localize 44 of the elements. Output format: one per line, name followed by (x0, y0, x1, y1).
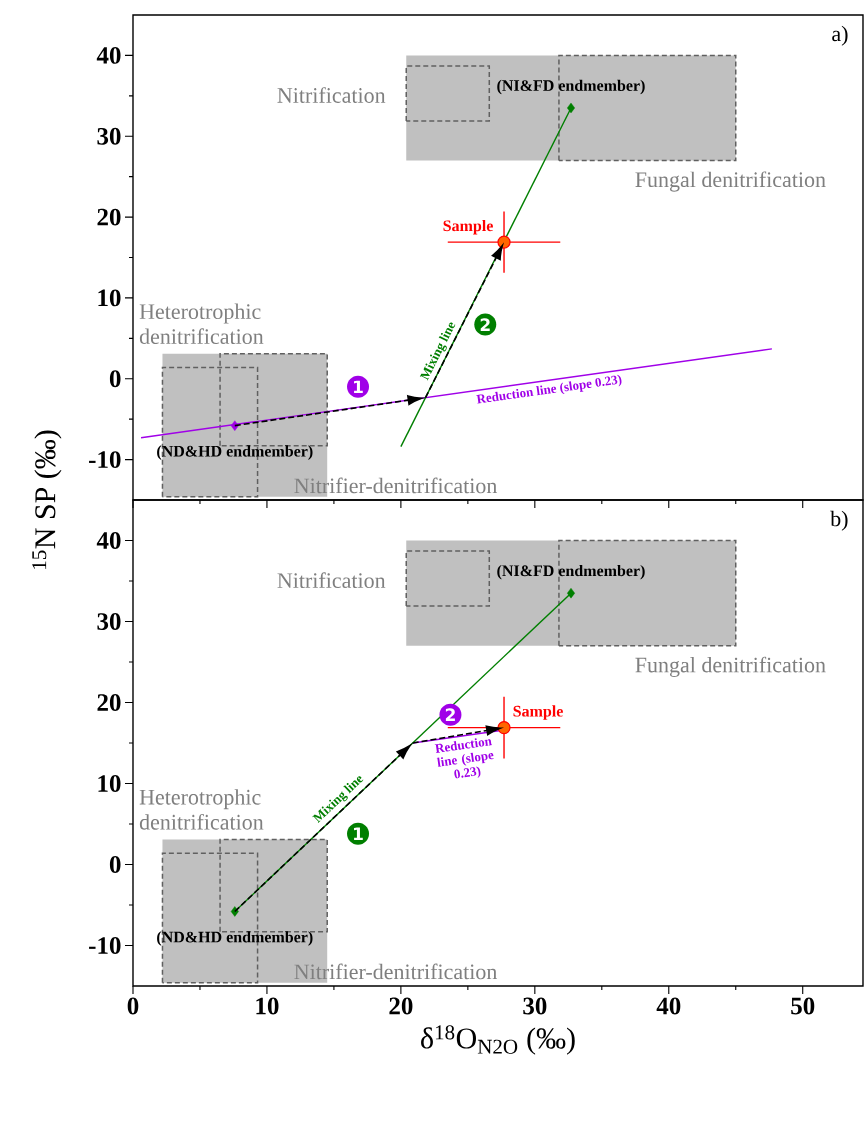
annotation: Sample (513, 705, 563, 720)
x-tick-label: 0 (127, 997, 139, 1015)
y-axis-title: $^{15}$N SP (‰) (32, 430, 62, 569)
annotation: Heterotrophic denitrification (139, 303, 264, 345)
annotation: Heterotrophic denitrification (139, 789, 264, 830)
y-tick-label: 20 (97, 208, 121, 226)
annotation: (NI&FD endmember) (497, 564, 645, 580)
annotation: 2 (445, 708, 455, 721)
annotation: (ND&HD endmember) (157, 445, 313, 460)
annotation: Nitrification (277, 87, 386, 103)
annotation: Fungal denitrification (635, 171, 826, 192)
x-tick-label: 40 (656, 997, 681, 1015)
y-tick-label: 10 (98, 289, 121, 307)
y-tick-label: 0 (109, 856, 121, 873)
point (497, 235, 511, 249)
annotation: Nitrifier-denitrification (294, 477, 498, 494)
annotation: b) (830, 510, 848, 531)
y-tick-label: -10 (89, 451, 121, 469)
y-tick-label: -10 (89, 937, 121, 954)
text: Reduction line (slope 0.23) (476, 374, 622, 404)
y-tick-label: 30 (97, 613, 121, 630)
y-tick-label: 0 (109, 370, 121, 388)
x-tick-label: 30 (523, 997, 547, 1015)
annotation: 1 (354, 827, 363, 840)
x-axis-title: δ$^{18}$O$_{N2O}$ (‰) (421, 1025, 575, 1055)
annotation: a) (832, 25, 848, 46)
x-tick-label: 20 (389, 997, 413, 1015)
annotation: (NI&FD endmember) (497, 79, 645, 95)
annotation: Fungal denitrification (635, 656, 826, 677)
x-tick-label: 10 (256, 997, 279, 1015)
annotation: 1 (354, 380, 363, 394)
annotation: Nitrification (277, 572, 386, 589)
point (497, 721, 511, 735)
y-tick-label: 20 (97, 694, 121, 711)
x-tick-label: 50 (791, 997, 815, 1015)
annotation: Nitrifier-denitrification (294, 963, 498, 980)
y-tick-label: 40 (96, 532, 121, 549)
annotation: Sample (443, 219, 493, 235)
text: Reduction line (slope 0.23) (434, 738, 494, 779)
annotation: (ND&HD endmember) (157, 931, 313, 946)
y-tick-label: 30 (97, 127, 121, 145)
y-tick-label: 10 (98, 775, 121, 792)
annotation: 2 (480, 318, 490, 331)
y-tick-label: 40 (96, 46, 121, 64)
